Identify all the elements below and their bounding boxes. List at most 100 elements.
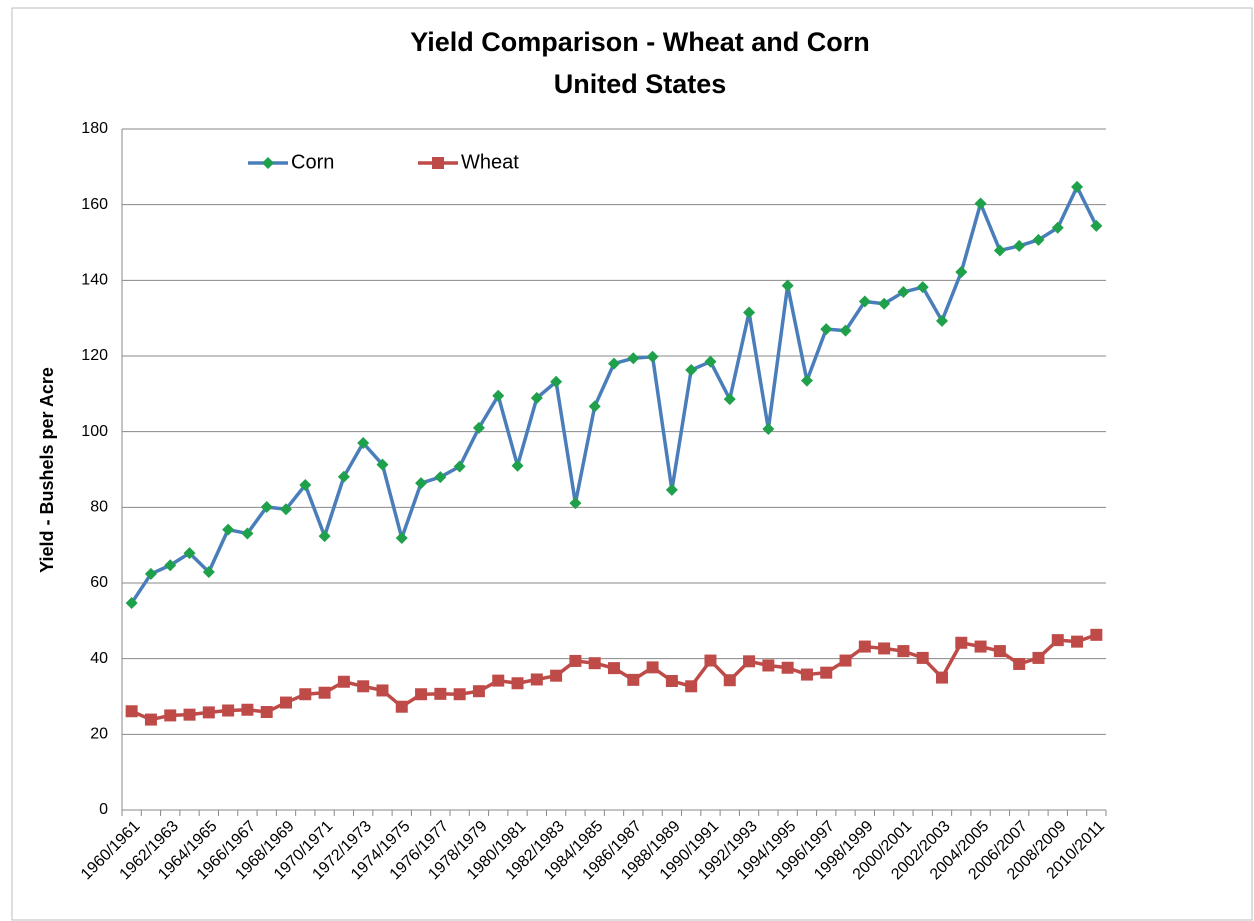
marker: [164, 559, 177, 572]
marker: [646, 350, 659, 363]
marker: [936, 671, 948, 684]
marker: [858, 640, 871, 653]
marker: [762, 423, 775, 436]
marker: [1032, 651, 1045, 664]
marker: [337, 470, 350, 483]
marker: [357, 680, 370, 693]
marker: [511, 677, 524, 690]
marker: [280, 696, 292, 709]
marker: [492, 389, 505, 402]
marker: [530, 673, 543, 686]
marker: [800, 668, 813, 681]
marker: [434, 471, 447, 484]
marker: [183, 708, 196, 721]
marker: [395, 531, 408, 544]
marker: [839, 324, 852, 337]
legend-label: Wheat: [461, 151, 519, 173]
marker: [299, 688, 312, 701]
marker: [1090, 219, 1103, 232]
marker: [280, 503, 292, 516]
chart-frame: [11, 7, 1253, 921]
marker: [376, 684, 389, 697]
marker: [936, 314, 948, 327]
y-tick-label: 20: [90, 726, 108, 743]
y-axis-label: Yield - Bushels per Acre: [37, 367, 57, 573]
y-tick-label: 80: [90, 499, 108, 516]
legend-label: Corn: [291, 151, 334, 173]
marker: [530, 391, 543, 404]
marker: [569, 497, 582, 510]
marker: [878, 642, 891, 655]
marker: [897, 286, 910, 299]
marker: [202, 566, 215, 579]
y-tick-label: 180: [81, 120, 108, 137]
marker: [492, 674, 505, 687]
marker: [955, 636, 968, 649]
marker: [743, 655, 756, 668]
marker: [665, 674, 678, 687]
marker: [723, 393, 736, 406]
y-tick-label: 100: [81, 423, 108, 440]
y-tick-label: 60: [90, 574, 108, 591]
marker: [685, 363, 698, 376]
y-tick-label: 160: [81, 196, 108, 213]
marker: [434, 687, 447, 700]
chart-subtitle: United States: [554, 69, 727, 99]
marker: [974, 197, 987, 210]
marker: [1071, 635, 1084, 648]
marker: [550, 669, 563, 682]
marker: [1013, 657, 1026, 670]
marker: [318, 530, 331, 543]
marker: [337, 675, 350, 688]
marker: [588, 400, 601, 413]
marker: [241, 703, 254, 716]
marker: [222, 523, 235, 536]
marker: [550, 375, 563, 388]
marker: [685, 680, 698, 693]
marker: [376, 458, 389, 471]
marker: [125, 705, 138, 718]
marker: [144, 567, 157, 580]
marker: [743, 306, 756, 319]
marker: [415, 477, 428, 490]
y-tick-label: 120: [81, 347, 108, 364]
marker: [1032, 233, 1045, 246]
marker: [608, 662, 620, 675]
marker: [260, 706, 273, 719]
marker: [993, 645, 1006, 658]
marker: [183, 547, 196, 560]
marker: [318, 686, 331, 699]
marker: [357, 437, 370, 450]
marker: [916, 281, 929, 294]
y-tick-label: 140: [81, 272, 108, 289]
marker: [415, 688, 428, 701]
marker: [472, 421, 485, 434]
marker: [144, 713, 157, 726]
marker: [511, 459, 524, 472]
y-tick-label: 40: [90, 650, 108, 667]
marker: [723, 674, 736, 687]
marker: [588, 657, 601, 670]
marker: [704, 355, 717, 368]
marker: [125, 597, 138, 610]
marker: [1051, 634, 1064, 647]
marker: [781, 661, 794, 674]
marker: [260, 500, 273, 513]
marker: [164, 709, 177, 722]
legend-marker: [432, 157, 444, 169]
marker: [704, 654, 717, 667]
marker: [762, 659, 775, 672]
marker: [453, 460, 466, 473]
marker: [820, 666, 833, 679]
legend-marker: [262, 157, 274, 169]
marker: [202, 706, 215, 719]
marker: [472, 685, 485, 698]
marker: [646, 661, 659, 674]
marker: [1013, 239, 1026, 252]
marker: [569, 654, 582, 667]
marker: [955, 266, 968, 279]
marker: [916, 651, 929, 664]
marker: [627, 352, 640, 365]
marker: [781, 279, 794, 292]
